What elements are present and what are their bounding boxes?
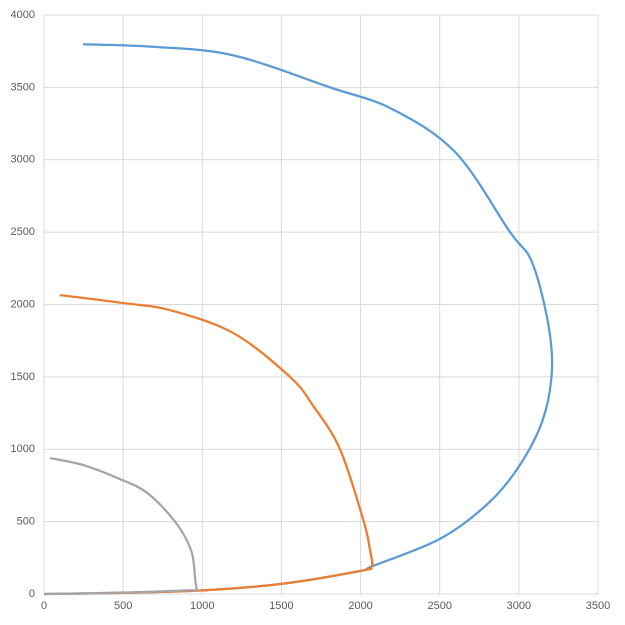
x-tick-label: 3000 [507, 600, 531, 612]
y-tick-label: 1000 [11, 443, 35, 455]
series-line [43, 293, 374, 596]
series-line [43, 456, 198, 596]
y-tick-label: 3500 [11, 81, 35, 93]
series-line [43, 43, 554, 596]
x-tick-label: 3500 [586, 600, 610, 612]
x-tick-label: 2000 [348, 600, 372, 612]
y-tick-label: 0 [29, 588, 35, 600]
y-tick-label: 4000 [11, 9, 35, 21]
x-tick-label: 1000 [190, 600, 214, 612]
y-tick-label: 2000 [11, 298, 35, 310]
y-tick-label: 2500 [11, 226, 35, 238]
y-tick-label: 1500 [11, 371, 35, 383]
y-tick-label: 500 [17, 516, 35, 528]
x-tick-label: 500 [114, 600, 132, 612]
x-tick-label: 1500 [269, 600, 293, 612]
x-tick-label: 2500 [427, 600, 451, 612]
x-tick-label: 0 [41, 600, 47, 612]
y-tick-label: 3000 [11, 154, 35, 166]
